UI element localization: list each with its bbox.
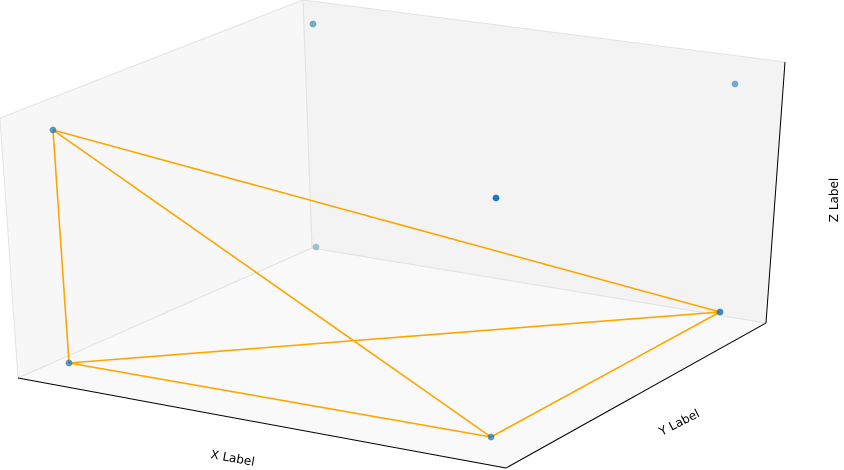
y-axis-line bbox=[505, 322, 767, 469]
z-axis-label: Z Label bbox=[827, 178, 841, 222]
scatter-point-p8 bbox=[312, 243, 320, 251]
scatter-point-p5 bbox=[492, 194, 500, 202]
edge-line-p1-p3 bbox=[52, 129, 492, 438]
axes-panes bbox=[0, 0, 786, 469]
scatter-points bbox=[49, 20, 739, 441]
z-axis-line bbox=[765, 61, 786, 324]
y-axis-label: Y Label bbox=[656, 406, 702, 439]
line-edges bbox=[52, 129, 721, 438]
axis-lines bbox=[17, 61, 786, 469]
scatter-point-p6 bbox=[731, 80, 739, 88]
scatter-point-p7 bbox=[309, 20, 317, 28]
x-axis-label: X Label bbox=[210, 447, 256, 469]
edge-line-p1-p2 bbox=[52, 129, 70, 364]
edge-line-p1-p4 bbox=[52, 129, 721, 313]
x-axis-line bbox=[17, 377, 507, 469]
edge-line-p3-p4 bbox=[490, 311, 721, 438]
edge-line-p2-p4 bbox=[68, 311, 721, 364]
scatter-point-p3 bbox=[487, 433, 495, 441]
scatter-point-p4 bbox=[716, 308, 724, 316]
edge-line-p2-p3 bbox=[68, 362, 492, 438]
scatter-point-p2 bbox=[65, 359, 73, 367]
scatter-point-p1 bbox=[49, 126, 57, 134]
